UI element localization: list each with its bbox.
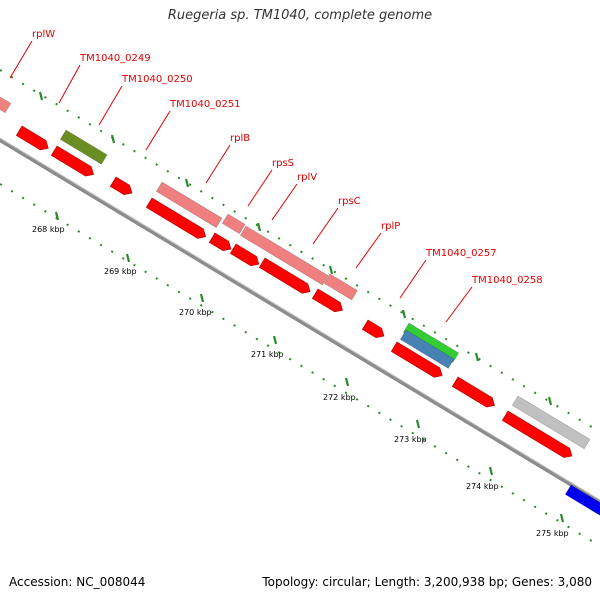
outer-tick-track	[0, 69, 600, 433]
gene-rplV[interactable]	[239, 225, 329, 286]
cds-rplB[interactable]	[145, 197, 208, 242]
gene-leader-line	[271, 183, 298, 221]
outer-major-tick	[547, 396, 553, 406]
cds-rpsC[interactable]	[258, 257, 313, 296]
gene-leader-line	[98, 85, 123, 126]
genome-backbone	[0, 137, 600, 504]
kbp-tick-label: 274 kbp	[466, 482, 499, 491]
genome-summary-text: Topology: circular; Length: 3,200,938 bp…	[262, 575, 592, 589]
cds-TM1040-0250[interactable]	[50, 145, 96, 179]
gene-rpsS[interactable]	[221, 213, 246, 235]
gene-label-rplv[interactable]: rplV	[297, 172, 317, 183]
gene-leader-line	[205, 144, 231, 184]
gene-TM1040-0250[interactable]	[59, 129, 108, 165]
genome-title: Ruegeria sp. TM1040, complete genome	[167, 8, 433, 23]
gene-label-tm1040-0249[interactable]: TM1040_0249	[79, 53, 151, 64]
gene-leader-line	[399, 259, 427, 299]
kbp-major-tick	[415, 419, 421, 429]
gene-leader-line	[58, 64, 81, 104]
gene-leader-line	[145, 110, 171, 151]
cds-rplP[interactable]	[311, 288, 345, 315]
gene-leader-line	[445, 286, 473, 323]
gene-TM1040-0261[interactable]	[564, 484, 600, 516]
gene-label-rplp[interactable]: rplP	[381, 221, 400, 232]
cds-TM1040-0258[interactable]	[390, 341, 445, 380]
gene-label-rplb[interactable]: rplB	[230, 133, 250, 144]
gene-leader-line	[247, 169, 273, 207]
kbp-tick-label: 271 kbp	[251, 350, 284, 359]
gene-label-rpsc[interactable]: rpsC	[338, 196, 361, 207]
cds-TM1040-0251[interactable]	[109, 176, 135, 198]
kbp-tick-label: 272 kbp	[323, 393, 356, 402]
outer-major-tick	[110, 134, 116, 144]
genome-backbone-highlight	[0, 137, 600, 501]
kbp-tick-label: 268 kbp	[32, 225, 65, 234]
kbp-major-tick	[199, 293, 205, 303]
gene-label-tm1040-0258[interactable]: TM1040_0258	[471, 275, 543, 286]
outer-major-tick	[328, 265, 334, 275]
gene-leader-line	[312, 207, 339, 245]
cds-rpsS[interactable]	[208, 232, 234, 254]
kbp-major-tick	[559, 513, 565, 523]
kbp-tick-label: 275 kbp	[536, 529, 569, 538]
gene-label-tm1040-0250[interactable]: TM1040_0250	[121, 74, 193, 85]
kbp-major-tick	[54, 211, 60, 221]
cds-TM1040-0257[interactable]	[361, 319, 387, 341]
gene-leader-line	[355, 232, 382, 269]
inner-tick-track	[0, 183, 600, 547]
cds-TM1040-0249[interactable]	[15, 125, 51, 153]
outer-major-tick	[474, 352, 480, 362]
gene-rplP[interactable]	[323, 273, 358, 301]
outer-major-tick	[401, 309, 407, 319]
outer-major-tick	[38, 91, 44, 101]
gene-label-tm1040-0257[interactable]: TM1040_0257	[425, 248, 497, 259]
gene-leader-line	[9, 40, 33, 79]
kbp-tick-label: 270 kbp	[179, 308, 212, 317]
cds-rplV[interactable]	[229, 243, 261, 269]
cds-rplW[interactable]	[0, 109, 3, 125]
gene-label-rplw[interactable]: rplW	[32, 29, 55, 40]
kbp-major-tick	[272, 335, 278, 345]
gene-rplB[interactable]	[155, 181, 223, 228]
kbp-major-tick	[125, 253, 131, 263]
gene-label-rpss[interactable]: rpsS	[272, 158, 294, 169]
gene-TM1040-0260[interactable]	[511, 395, 591, 450]
gene-TM1040-0258-b[interactable]	[399, 329, 455, 369]
kbp-tick-label: 269 kbp	[104, 267, 137, 276]
outer-major-tick	[184, 178, 190, 188]
gene-rplW[interactable]	[0, 91, 12, 114]
kbp-major-tick	[344, 377, 350, 387]
outer-major-tick	[256, 222, 262, 232]
cds-TM1040-0259[interactable]	[451, 376, 497, 410]
gene-label-tm1040-0251[interactable]: TM1040_0251	[169, 99, 241, 110]
kbp-tick-label: 273 kbp	[394, 435, 427, 444]
cds-TM1040-0260[interactable]	[501, 410, 574, 461]
accession-text: Accession: NC_008044	[9, 575, 146, 589]
kbp-major-tick	[488, 466, 494, 476]
